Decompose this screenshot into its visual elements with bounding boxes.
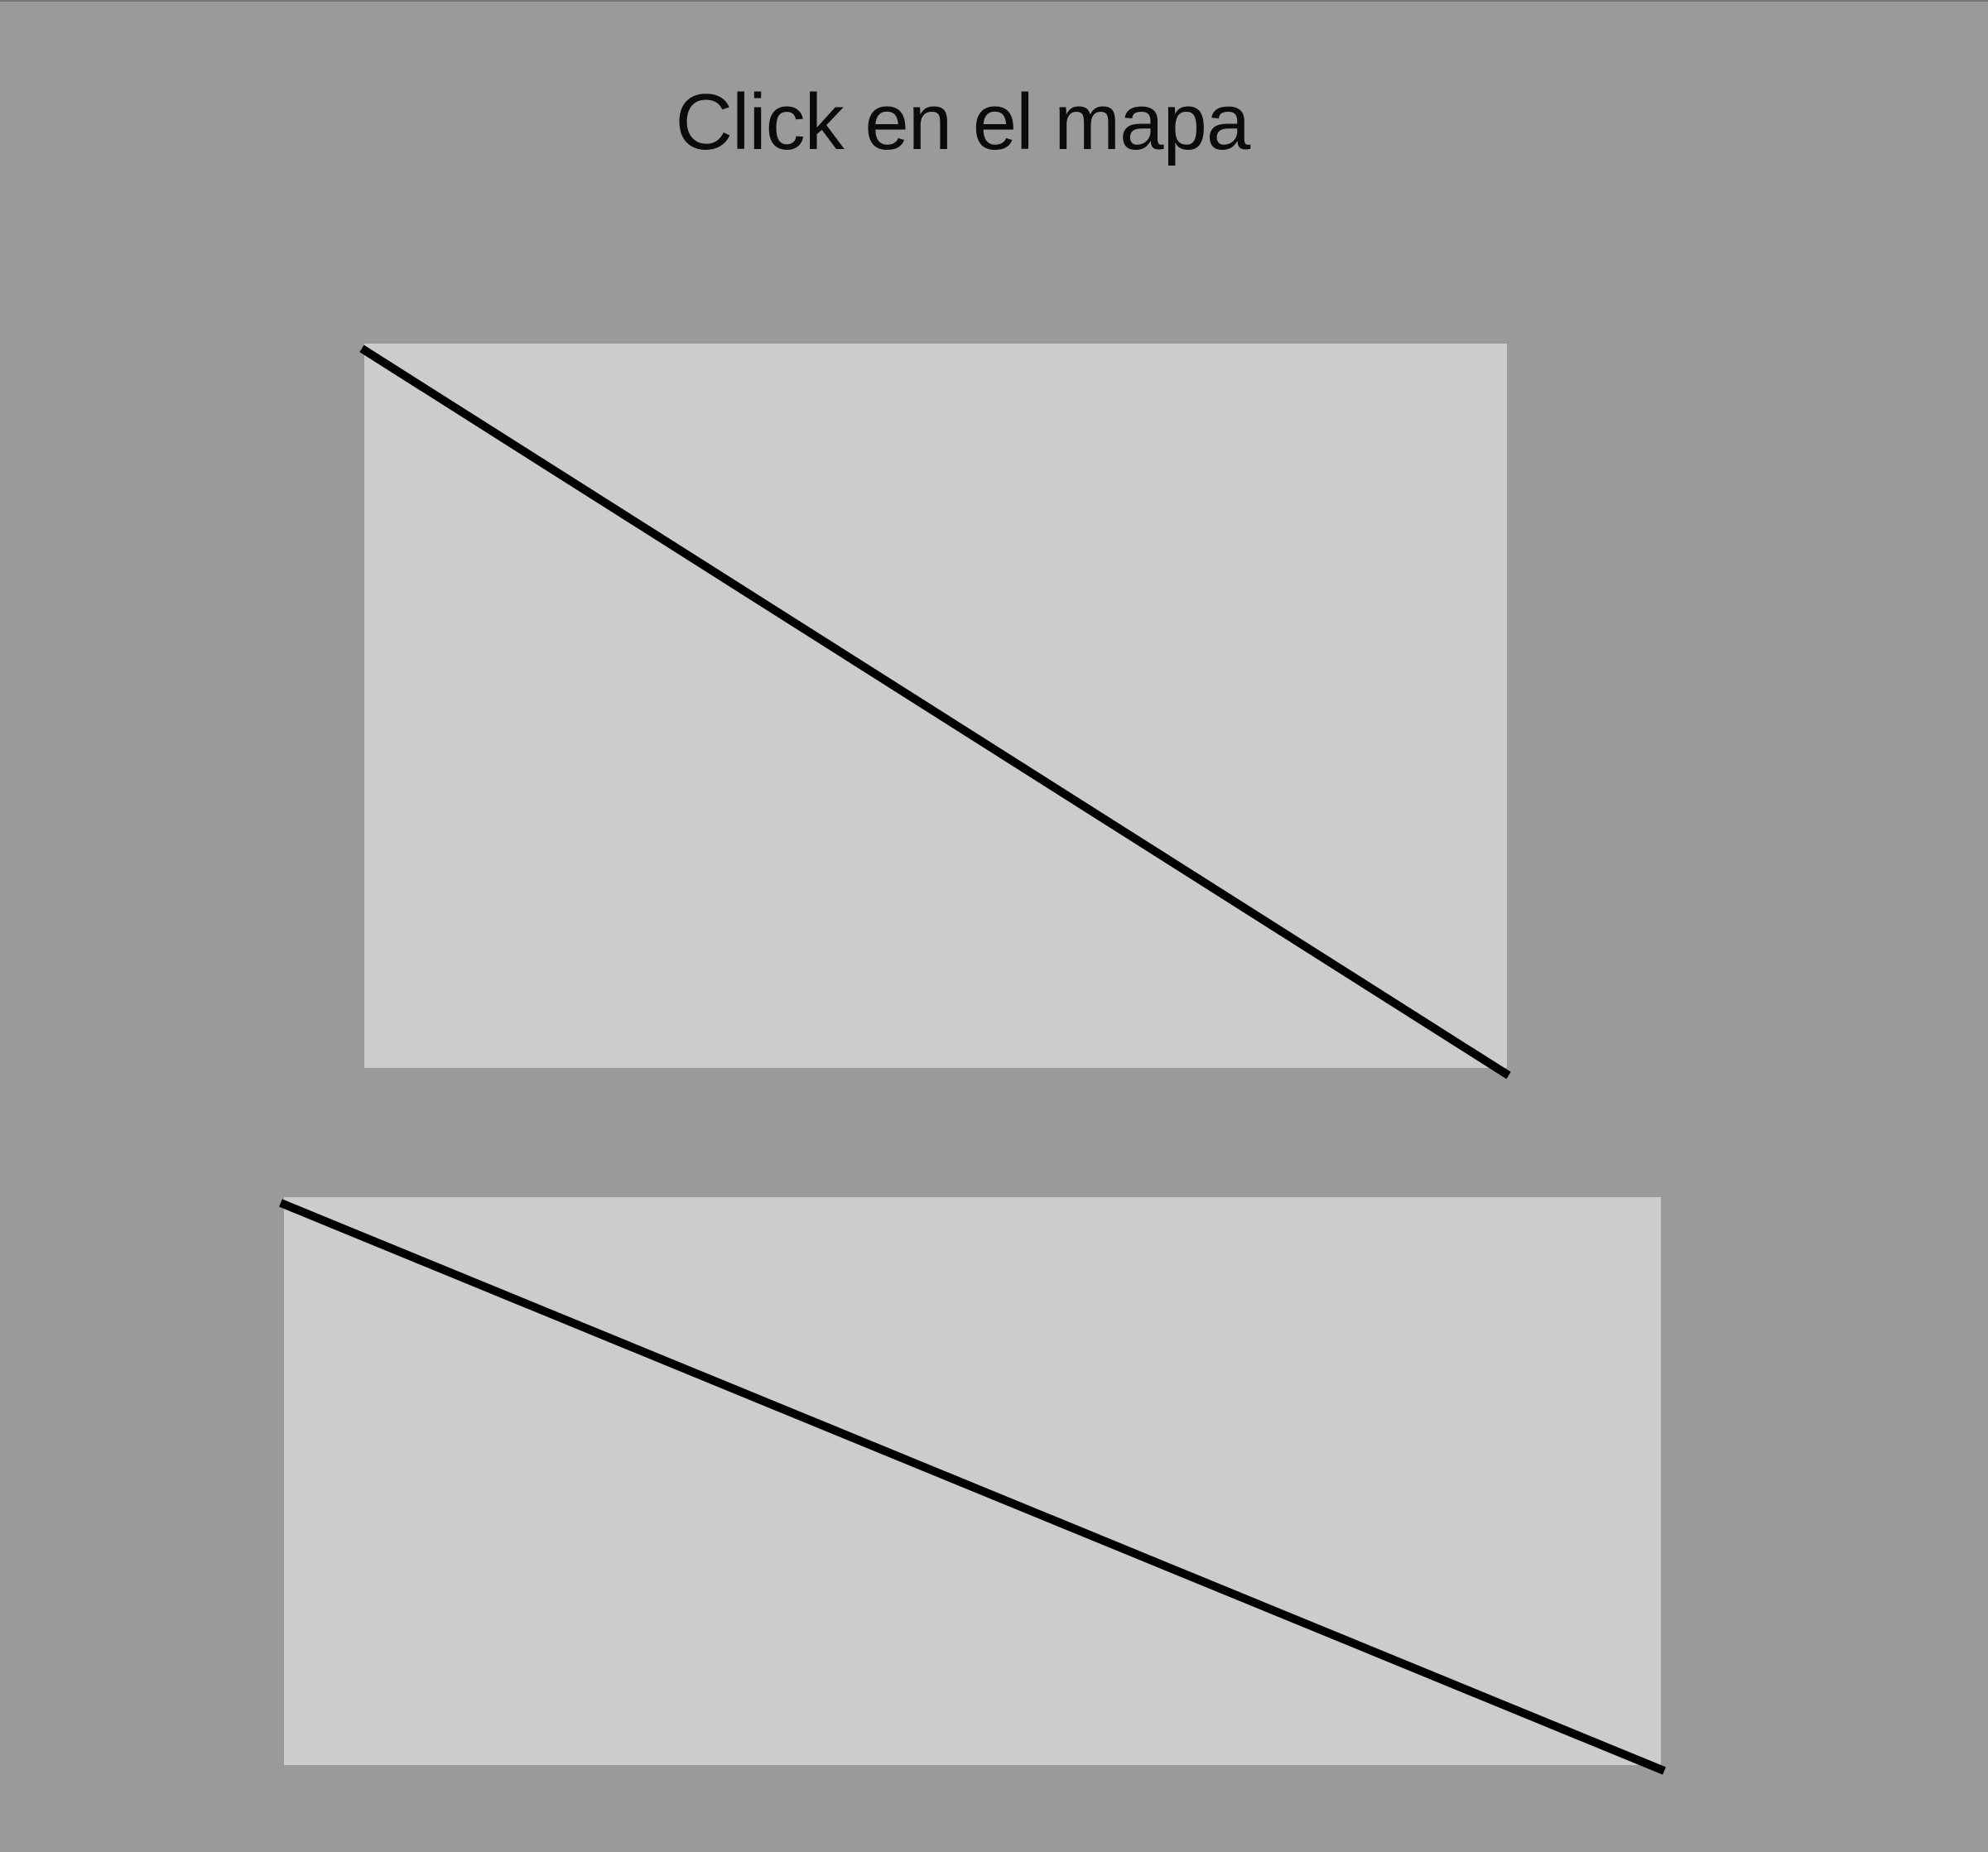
map-area-top[interactable] — [364, 344, 1507, 1068]
page-title: Click en el mapa — [675, 78, 1251, 166]
map-area-bottom[interactable] — [284, 1197, 1661, 1765]
top-border — [0, 0, 1988, 2]
